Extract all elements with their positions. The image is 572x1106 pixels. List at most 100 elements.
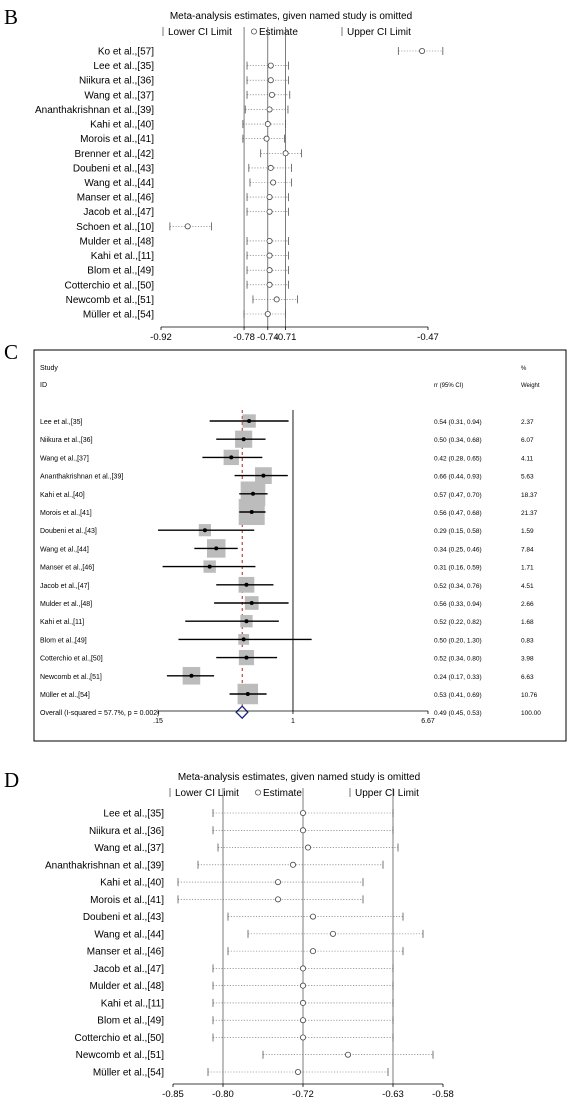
panel-b-letter: B <box>4 5 18 29</box>
estimate-point <box>282 150 289 157</box>
estimate-point <box>304 844 311 851</box>
ci-text: 0.56 (0.47, 0.68) <box>434 510 482 517</box>
legend-lower-label: Lower CI Limit <box>175 788 239 799</box>
study-label: Doubeni et al.,[43] <box>83 912 164 923</box>
ci-text: 0.57 (0.47, 0.70) <box>434 492 482 499</box>
header-study: Study <box>40 365 58 372</box>
panel-d-letter: D <box>4 768 19 792</box>
x-tick-label: .15 <box>153 718 163 725</box>
panel-c-letter: C <box>4 340 18 364</box>
study-label: Ananthakrishnan et al.,[39] <box>45 860 164 871</box>
estimate-point <box>184 223 191 230</box>
estimate-point <box>249 510 254 514</box>
panel-d-title: Meta-analysis estimates, given named stu… <box>178 772 420 783</box>
study-label: Newcomb et al.,[51] <box>66 295 155 306</box>
study-label: Brenner et al.,[42] <box>75 149 155 160</box>
estimate-point <box>266 237 273 244</box>
study-label: Kahi et al.,[40] <box>100 878 164 889</box>
ci-text: 0.53 (0.41, 0.69) <box>434 692 482 699</box>
weight-text: 0.83 <box>521 637 534 644</box>
weight-text: 7.84 <box>521 546 534 553</box>
study-label: Morois et al.,[41] <box>80 134 154 145</box>
study-label: Kahi et al.,[11] <box>40 619 84 626</box>
panel-d-legend: Lower CI Limit Estimate Upper CI Limit <box>169 788 419 799</box>
study-label: Blom et al.,[49] <box>87 266 154 277</box>
estimate-point <box>299 1034 306 1041</box>
study-label: Mulder et al.,[48] <box>90 981 165 992</box>
ci-text: 0.56 (0.33, 0.94) <box>434 601 482 608</box>
estimate-point <box>294 1069 301 1076</box>
overall-label: Overall (I-squared = 57.7%, p = 0.002) <box>40 710 159 717</box>
estimate-point <box>207 564 212 569</box>
legend-estimate-marker <box>250 28 257 35</box>
ci-text: 0.52 (0.34, 0.80) <box>434 656 482 663</box>
panel-d-plot: -0.85 -0.80 -0.72 -0.63 -0.58 Lee et al.,[35]… <box>45 788 454 1100</box>
estimate-point <box>266 281 273 288</box>
estimate-point <box>266 106 273 113</box>
estimate-point <box>270 179 277 186</box>
panel-b-legend: Lower CI Limit Estimate Upper CI Limit <box>162 27 411 38</box>
study-label: Blom et al.,[49] <box>40 637 87 644</box>
estimate-point <box>267 62 274 69</box>
ci-text: 0.24 (0.17, 0.33) <box>434 674 482 681</box>
x-tick-label: -0.78 <box>233 332 255 343</box>
x-tick-label: -0.71 <box>275 332 297 343</box>
estimate-point <box>266 267 273 274</box>
study-label: Wang et al.,[44] <box>94 929 164 940</box>
study-label: Jacob et al.,[47] <box>93 964 164 975</box>
x-tick-label: 1 <box>291 718 295 725</box>
x-tick-label: -0.74 <box>257 332 279 343</box>
weight-text: 21.37 <box>521 510 538 517</box>
estimate-point <box>329 930 336 937</box>
study-label: Newcomb et al.,[51] <box>76 1050 165 1061</box>
weight-text: 1.68 <box>521 619 534 626</box>
estimate-point <box>309 913 316 920</box>
estimate-point <box>274 896 281 903</box>
ci-text: 0.42 (0.28, 0.65) <box>434 455 482 462</box>
study-label: Cotterchio et al.,[50] <box>40 656 103 663</box>
ci-text: 0.52 (0.34, 0.76) <box>434 583 482 590</box>
ci-text: 0.54 (0.31, 0.94) <box>434 419 482 426</box>
study-label: Müller et al.,[54] <box>93 1068 164 1079</box>
estimate-point <box>202 528 207 533</box>
study-label: Ananthakrishnan et al.,[39] <box>35 105 154 116</box>
estimate-point <box>309 948 316 955</box>
study-label: Manser et al.,[46] <box>77 193 154 204</box>
weight-text: 6.63 <box>521 674 534 681</box>
overall-ci-text: 0.49 (0.45, 0.53) <box>434 710 482 717</box>
estimate-point <box>289 861 296 868</box>
study-label: Lee et al.,[35] <box>93 61 154 72</box>
estimate-point <box>264 310 271 317</box>
estimate-point <box>266 252 273 259</box>
estimate-point <box>247 419 252 423</box>
panel-c-plot: Lee et al.,[35] 0.54 (0.31, 0.94) 2.37 Niik… <box>40 410 541 725</box>
ci-text: 0.29 (0.15, 0.58) <box>434 528 482 535</box>
study-label: Wang et al.,[37] <box>94 843 164 854</box>
weight-text: 4.11 <box>521 455 534 462</box>
estimate-point <box>273 296 280 303</box>
x-tick-label: -0.63 <box>382 1089 404 1100</box>
study-label: Jacob et al.,[47] <box>40 583 89 590</box>
estimate-point <box>261 473 266 478</box>
legend-estimate-label: Estimate <box>263 788 302 799</box>
x-tick-label: -0.92 <box>150 332 172 343</box>
weight-text: 4.51 <box>521 583 534 590</box>
overall-weight-text: 100.00 <box>521 710 541 717</box>
study-label: Cotterchio et al.,[50] <box>75 1033 165 1044</box>
x-tick-label: 6.67 <box>421 718 435 725</box>
study-label: Müller et al.,[54] <box>83 310 154 321</box>
study-label: Ananthakrishnan et al.,[39] <box>40 474 123 481</box>
weight-text: 10.76 <box>521 692 538 699</box>
panel-c: C Study ID rr (95% CI) % Weight Lee et a… <box>4 340 567 742</box>
estimate-point <box>245 692 250 696</box>
ci-text: 0.52 (0.22, 0.82) <box>434 619 482 626</box>
study-label: Newcomb et al.,[51] <box>40 674 102 681</box>
panel-c-frame <box>33 349 567 742</box>
legend-upper-label: Upper CI Limit <box>347 27 411 38</box>
study-label: Lee et al.,[35] <box>103 809 164 820</box>
estimate-point <box>264 121 271 128</box>
estimate-point <box>299 982 306 989</box>
header-weight: Weight <box>521 383 540 389</box>
weight-text: 2.66 <box>521 601 534 608</box>
estimate-point <box>299 1017 306 1024</box>
